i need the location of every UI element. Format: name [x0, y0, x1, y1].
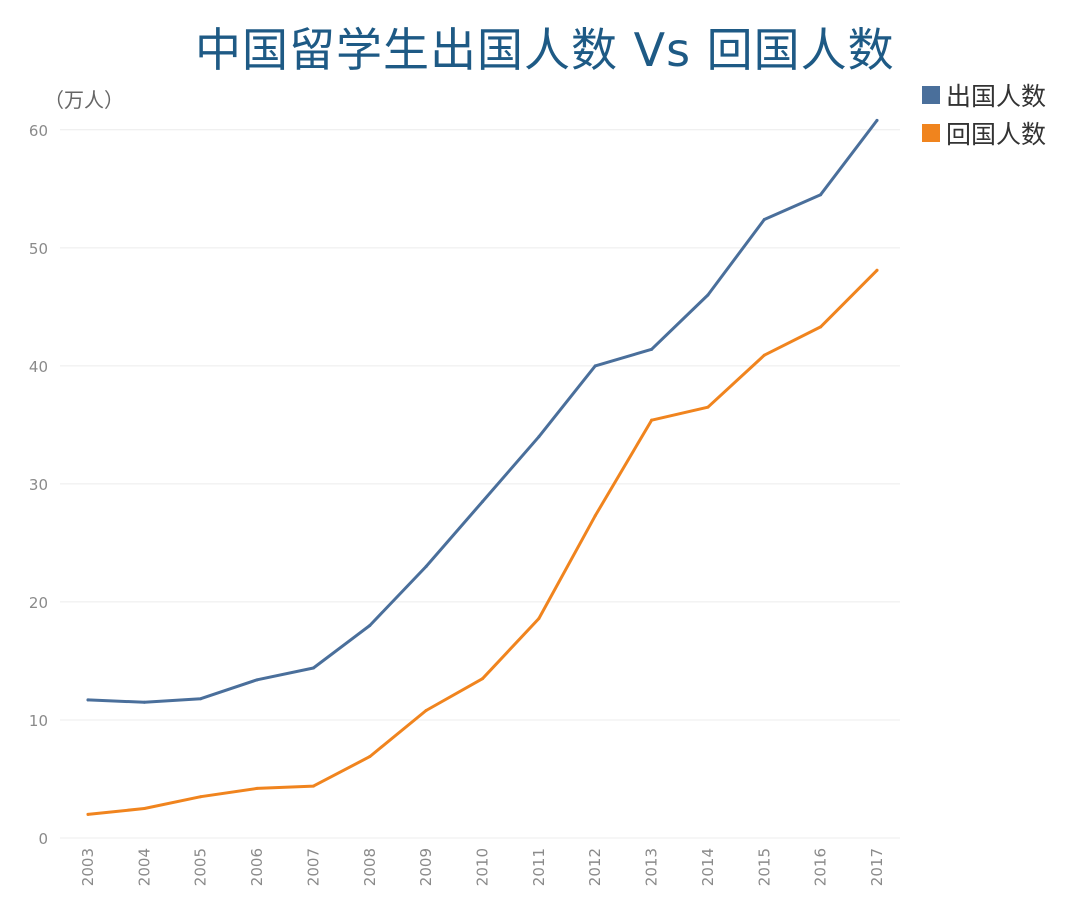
data-point [424, 709, 428, 713]
data-point [650, 347, 654, 351]
legend-item-returned: 回国人数 [922, 114, 1046, 152]
x-tick-label: 2006 [248, 848, 266, 886]
data-point [255, 786, 259, 790]
data-point [142, 700, 146, 704]
data-point [706, 405, 710, 409]
legend-label-returned: 回国人数 [946, 120, 1047, 149]
data-point [255, 678, 259, 682]
x-tick-label: 2008 [361, 848, 379, 886]
y-tick-label: 0 [38, 830, 48, 848]
y-tick-label: 20 [29, 594, 48, 612]
legend-label-outbound: 出国人数 [946, 82, 1047, 111]
legend: 出国人数 回国人数 [922, 76, 1046, 152]
y-tick-label: 10 [29, 712, 48, 730]
data-point [311, 784, 315, 788]
x-axis-ticks: 2003 2004 2005 2006 2007 2008 2009 2010 2011 2012… [79, 848, 886, 886]
data-point [875, 118, 879, 122]
data-point [368, 755, 372, 759]
x-tick-label: 2004 [135, 848, 153, 886]
x-tick-label: 2013 [643, 848, 661, 886]
data-point [762, 353, 766, 357]
legend-swatch-outbound [922, 86, 940, 104]
data-point [650, 418, 654, 422]
data-point [142, 806, 146, 810]
y-tick-label: 60 [29, 122, 48, 140]
data-point [199, 697, 203, 701]
x-tick-label: 2017 [868, 848, 886, 886]
y-tick-label: 30 [29, 476, 48, 494]
y-tick-label: 50 [29, 240, 48, 258]
data-point [481, 677, 484, 681]
x-tick-label: 2011 [530, 848, 548, 886]
x-tick-label: 2007 [304, 848, 322, 886]
legend-item-outbound: 出国人数 [922, 76, 1046, 114]
data-point [311, 666, 315, 670]
series-line-0 [86, 118, 879, 704]
data-point [86, 698, 90, 702]
data-point [537, 435, 541, 439]
chart-title: 中国留学生出国人数 Vs 回国人数 [195, 23, 895, 77]
data-point [762, 218, 766, 222]
y-axis-ticks: 0 10 20 30 40 50 60 [29, 122, 48, 848]
grid-lines [60, 129, 900, 839]
x-tick-label: 2012 [586, 848, 604, 886]
data-point [537, 616, 541, 620]
data-point [86, 812, 90, 816]
x-tick-label: 2014 [699, 848, 717, 886]
y-axis-unit-label: （万人） [44, 88, 124, 112]
legend-swatch-returned [922, 124, 940, 142]
x-tick-label: 2015 [755, 848, 773, 886]
data-point [424, 565, 428, 569]
data-point [368, 624, 372, 628]
data-point [481, 500, 484, 504]
data-point [593, 514, 597, 518]
x-tick-label: 2003 [79, 848, 97, 886]
data-point [819, 193, 823, 197]
series-line-1 [86, 268, 879, 816]
x-tick-label: 2016 [812, 848, 830, 886]
x-tick-label: 2009 [417, 848, 435, 886]
y-tick-label: 40 [29, 358, 48, 376]
data-point [875, 268, 879, 272]
data-point [706, 293, 710, 297]
x-tick-label: 2005 [192, 848, 210, 886]
data-point [199, 795, 203, 799]
x-tick-label: 2010 [474, 848, 492, 886]
data-point [593, 364, 597, 368]
series-lines [86, 118, 879, 816]
data-point [819, 325, 823, 329]
